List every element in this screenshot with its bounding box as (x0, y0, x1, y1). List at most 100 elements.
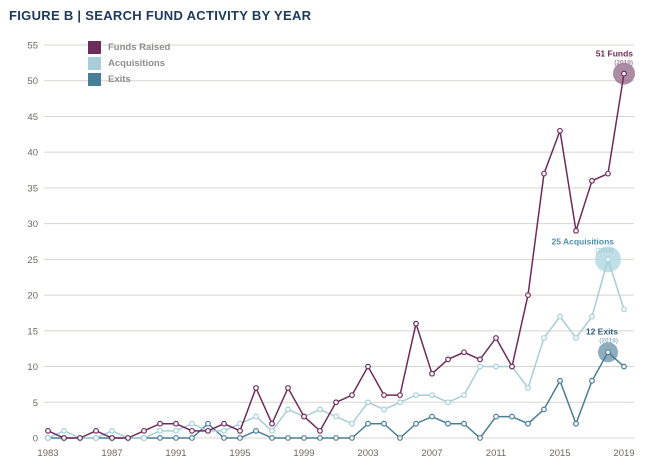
data-point-acquisitions (173, 427, 179, 434)
x-axis-label: 2019 (613, 448, 634, 459)
data-point-exits (285, 435, 291, 441)
data-point-exits (301, 435, 307, 441)
data-point-acquisitions (605, 256, 611, 263)
data-point-funds-raised (621, 70, 627, 77)
data-point-exits (477, 435, 483, 441)
x-axis-label: 1995 (229, 448, 250, 459)
data-point-funds-raised (141, 427, 147, 434)
annotation-year-25-acquisitions: (2018) (595, 247, 614, 254)
data-point-funds-raised (573, 227, 579, 234)
y-axis-label: 10 (27, 362, 38, 373)
y-axis-label: 50 (27, 76, 38, 87)
data-point-funds-raised (525, 292, 531, 298)
data-point-funds-raised (157, 420, 163, 427)
series-line-funds-raised (47, 73, 625, 439)
x-axis-label: 1991 (165, 448, 186, 459)
data-point-funds-raised (397, 392, 403, 399)
legend-item-exits: Exits (88, 71, 170, 87)
data-point-acquisitions (525, 385, 531, 391)
data-point-acquisitions (493, 363, 499, 370)
annotation-label-25-acquisitions: 25 Acquisitions (551, 236, 614, 246)
data-point-exits (253, 427, 259, 434)
data-point-acquisitions (365, 399, 371, 406)
data-point-acquisitions (445, 399, 451, 406)
data-point-funds-raised (237, 427, 243, 434)
data-point-funds-raised (317, 427, 323, 434)
data-point-funds-raised (77, 435, 83, 441)
data-point-acquisitions (45, 435, 51, 441)
data-point-exits (205, 420, 211, 427)
legend-swatch-funds-raised (88, 40, 101, 54)
data-point-funds-raised (61, 435, 67, 441)
x-axis-label: 1987 (101, 448, 122, 459)
data-point-funds-raised (349, 392, 355, 399)
data-point-acquisitions (189, 420, 195, 427)
data-point-exits (349, 435, 355, 441)
data-point-funds-raised (541, 170, 547, 177)
legend-swatch-exits (88, 72, 101, 86)
data-point-funds-raised (93, 427, 99, 434)
data-point-acquisitions (157, 427, 163, 434)
y-axis-label: 35 (27, 183, 38, 194)
data-point-funds-raised (429, 370, 435, 377)
data-point-acquisitions (285, 406, 291, 413)
data-point-acquisitions (253, 413, 259, 420)
data-point-funds-raised (253, 385, 259, 391)
data-point-acquisitions (349, 420, 355, 427)
x-axis-label: 1999 (293, 448, 314, 459)
legend-item-acquisitions: Acquisitions (88, 55, 170, 71)
data-point-funds-raised (493, 335, 499, 341)
y-axis-label: 20 (27, 291, 38, 302)
data-point-funds-raised (413, 320, 419, 327)
data-point-acquisitions (573, 335, 579, 341)
data-point-acquisitions (317, 406, 323, 413)
data-point-acquisitions (429, 392, 435, 399)
data-point-funds-raised (509, 363, 515, 370)
data-point-exits (509, 413, 515, 420)
data-point-funds-raised (125, 435, 131, 441)
data-point-exits (173, 435, 179, 441)
data-point-funds-raised (205, 427, 211, 434)
data-point-exits (429, 413, 435, 420)
data-point-funds-raised (557, 127, 563, 134)
y-axis-label: 15 (27, 326, 38, 337)
data-point-funds-raised (461, 349, 467, 356)
x-axis-label: 2003 (357, 448, 378, 459)
data-point-exits (493, 413, 499, 420)
data-point-acquisitions (333, 413, 339, 420)
data-point-acquisitions (141, 435, 147, 441)
data-point-exits (381, 420, 387, 427)
data-point-exits (269, 435, 275, 441)
annotation-label-12-exits: 12 Exits (586, 326, 618, 336)
figure-title: FIGURE B | SEARCH FUND ACTIVITY BY YEAR (9, 8, 312, 23)
data-point-funds-raised (189, 427, 195, 434)
legend-label: Exits (108, 73, 131, 85)
data-point-exits (445, 420, 451, 427)
data-point-funds-raised (301, 413, 307, 420)
data-point-exits (365, 420, 371, 427)
data-point-exits (461, 420, 467, 427)
x-axis-label: 2007 (421, 448, 442, 459)
data-point-acquisitions (381, 406, 387, 413)
y-axis-label: 40 (27, 148, 38, 159)
y-axis-label: 30 (27, 219, 38, 230)
legend-item-funds-raised: Funds Raised (88, 39, 170, 55)
y-axis-label: 45 (27, 112, 38, 123)
data-point-acquisitions (413, 392, 419, 399)
y-axis-label: 25 (27, 255, 38, 266)
data-point-acquisitions (477, 363, 483, 370)
data-point-exits (333, 435, 339, 441)
data-point-funds-raised (285, 385, 291, 391)
data-point-exits (317, 435, 323, 441)
data-point-acquisitions (269, 427, 275, 434)
data-point-acquisitions (397, 399, 403, 406)
data-point-funds-raised (269, 420, 275, 427)
legend-label: Acquisitions (108, 57, 166, 69)
legend-label: Funds Raised (108, 41, 171, 53)
annotation-year-51-funds: (2019) (614, 60, 633, 67)
data-point-funds-raised (589, 177, 595, 184)
data-point-funds-raised (381, 392, 387, 399)
data-point-acquisitions (461, 392, 467, 399)
data-point-funds-raised (365, 363, 371, 370)
